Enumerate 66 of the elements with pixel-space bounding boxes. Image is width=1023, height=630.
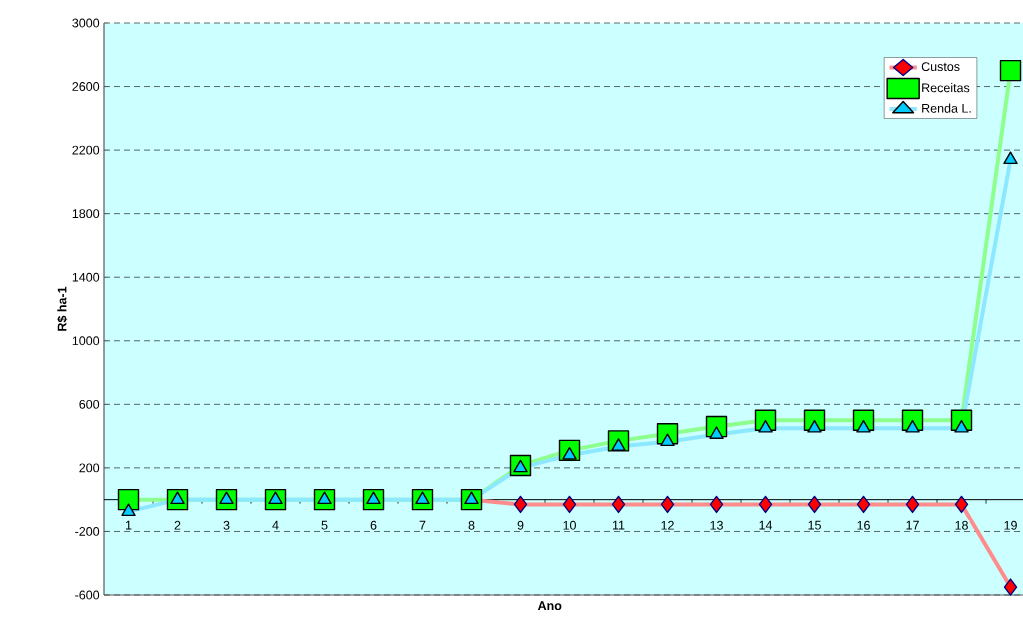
point [758,419,773,433]
x-tick-label: 4 [272,520,279,530]
point [170,491,185,505]
legend-label: Renda L. [922,103,971,113]
y-tick-label: -200 [75,527,100,536]
x-tick-label: 18 [955,520,968,530]
x-tick-label: 1 [125,520,132,530]
x-tick-label: 9 [517,520,524,530]
x-tick-label: 15 [808,520,821,530]
point [660,495,675,514]
point [758,495,773,514]
point [1003,578,1018,596]
x-tick-label: 3 [223,520,230,530]
y-tick-label: 2600 [72,82,100,91]
y-tick-label: 200 [79,463,100,473]
point [317,491,332,505]
y-tick-label: 600 [79,399,100,409]
y-tick-label: 1800 [72,209,100,219]
point [562,446,577,460]
point [905,419,920,433]
x-tick-label: 8 [468,520,475,530]
x-tick-label: 14 [759,520,773,530]
x-tick-label: 2 [174,520,181,530]
point [905,495,920,514]
point [709,426,724,439]
point [999,59,1022,82]
point [611,495,626,514]
point [954,419,969,433]
y-tick-label: 1000 [72,336,100,346]
point [121,503,136,517]
point [954,495,969,514]
point [856,495,871,514]
x-axis-title: Ano [537,601,562,611]
point [660,433,675,447]
x-tick-label: 10 [563,520,576,530]
point [513,459,528,473]
point [268,491,283,505]
y-tick-label: 1400 [72,272,100,282]
point [611,438,626,451]
legend-label: Custos [921,62,960,72]
point [856,419,871,433]
x-tick-label: 12 [661,520,674,530]
point [366,491,381,505]
x-tick-label: 17 [906,520,919,530]
legend-label: Receitas [922,83,970,93]
x-tick-label: 6 [370,520,377,530]
point [219,491,234,505]
point [1003,151,1018,165]
y-axis-title: R$ ha-1 [57,286,68,331]
point [807,419,822,433]
y-tick-label: 3000 [72,18,100,28]
y-tick-label: 2200 [72,145,100,155]
point [415,491,430,505]
point [117,488,140,511]
x-tick-label: 13 [710,520,723,530]
point [513,495,528,514]
x-tick-label: 7 [419,520,426,530]
point [709,495,724,514]
x-tick-label: 11 [612,520,625,530]
point [562,495,577,514]
point [464,491,479,505]
x-tick-label: 5 [321,520,328,530]
point [807,495,822,514]
x-tick-label: 19 [1004,520,1017,530]
y-tick-label: -600 [75,590,100,600]
x-tick-label: 16 [857,520,870,530]
